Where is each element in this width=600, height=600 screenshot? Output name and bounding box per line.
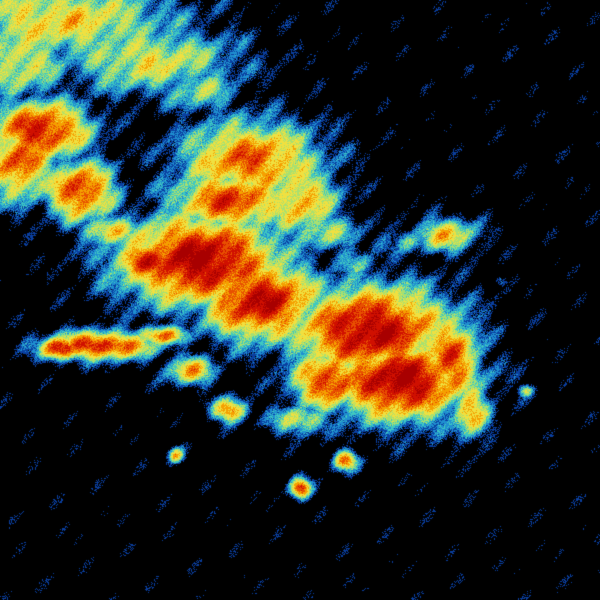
radar-image	[0, 0, 600, 600]
radar-reflectivity-canvas	[0, 0, 600, 600]
